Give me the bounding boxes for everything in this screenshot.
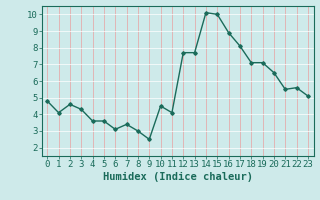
X-axis label: Humidex (Indice chaleur): Humidex (Indice chaleur) bbox=[103, 172, 252, 182]
